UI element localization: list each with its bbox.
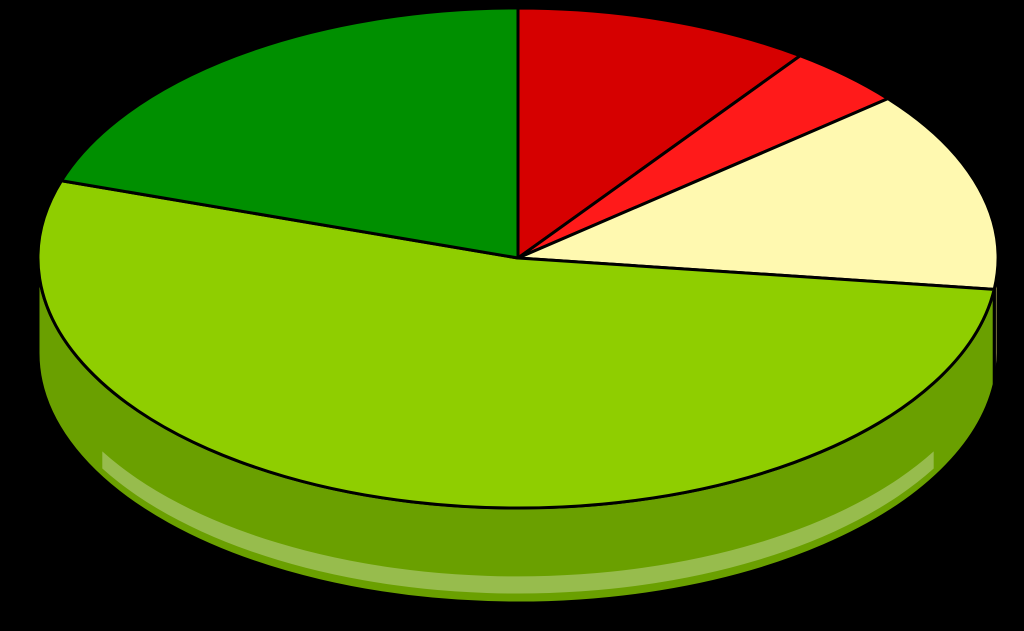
pie-chart-3d [0, 0, 1024, 631]
